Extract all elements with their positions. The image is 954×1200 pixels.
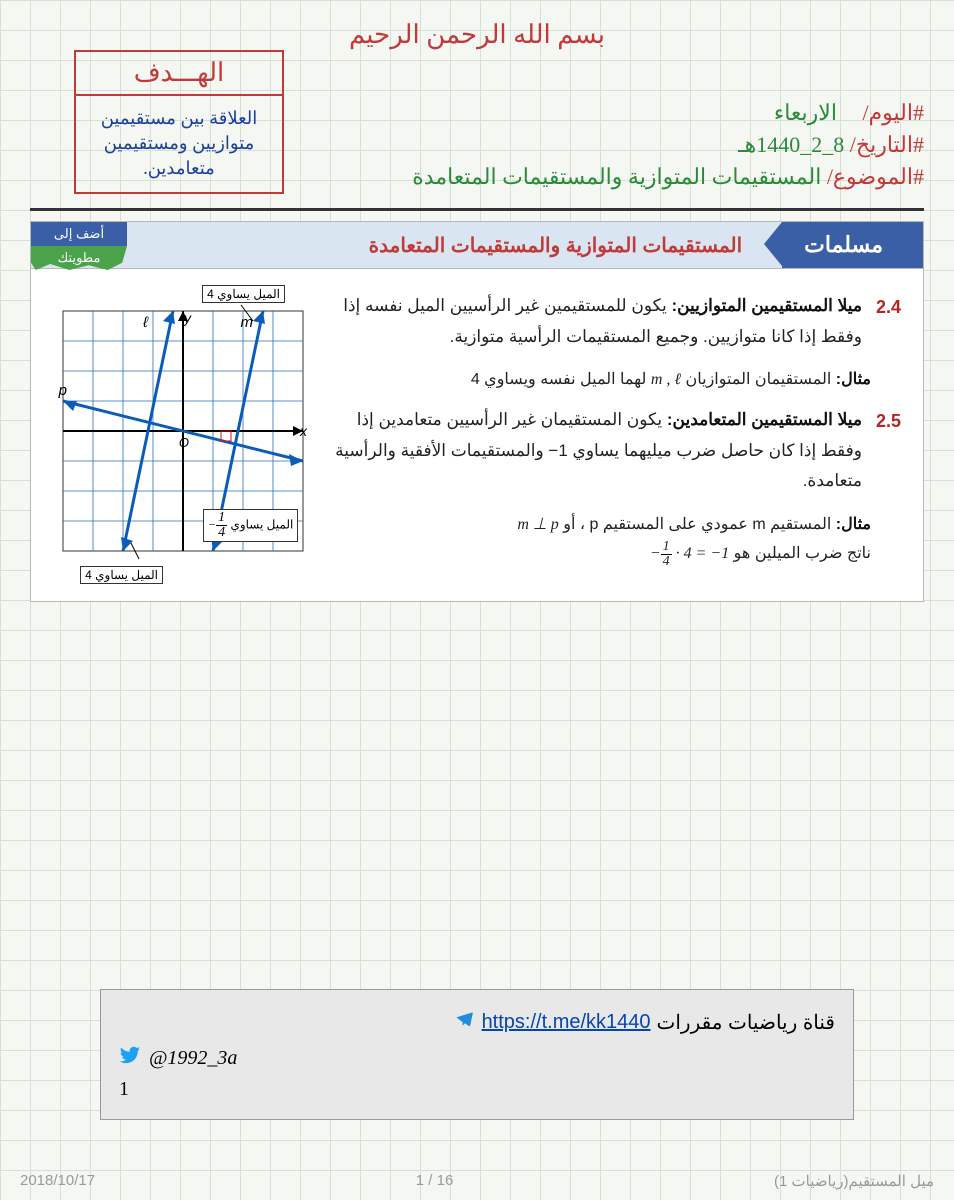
footer-title: ميل المستقيم(رياضيات 1) <box>774 1172 934 1190</box>
graph: الميل يساوي 4 x <box>53 291 313 576</box>
telegram-link[interactable]: https://t.me/kk1440 <box>482 1011 651 1034</box>
example-2-5: مثال: المستقيم m عمودي على المستقيم p ، … <box>333 511 871 569</box>
slide-number: 1 <box>119 1078 835 1101</box>
postulates-text: 2.4 ميلا المستقيمين المتوازيين: يكون للم… <box>333 291 901 579</box>
bismillah: بسم الله الرحمن الرحيم <box>30 20 924 50</box>
postulate-2-4: 2.4 ميلا المستقيمين المتوازيين: يكون للم… <box>333 291 901 352</box>
svg-text:y: y <box>183 310 192 326</box>
example-2-4: مثال: المستقيمان المتوازيان m , ℓ لهما ا… <box>333 366 871 395</box>
graph-label-slope-neg-quarter: الميل يساوي −14 <box>203 509 298 542</box>
page-content: بسم الله الرحمن الرحيم الهـــدف العلاقة … <box>0 0 954 622</box>
channel-link-row: قناة رياضيات مقررات https://t.me/kk1440 <box>119 1008 835 1036</box>
goal-title: الهـــدف <box>76 52 282 96</box>
graph-label-slope4-top: الميل يساوي 4 <box>202 285 285 303</box>
goal-body: العلاقة بين مستقيمين متوازيين ومستقيمين … <box>76 96 282 192</box>
section-title: المستقيمات المتوازية والمستقيمات المتعام… <box>369 233 743 258</box>
postulate-2-5: 2.5 ميلا المستقيمين المتعامدين: يكون الم… <box>333 405 901 497</box>
twitter-row: @1992_3a <box>119 1044 835 1072</box>
add-to-folder-badge: أضف إلى مطويتك <box>31 222 127 270</box>
section-pill: مسلمات <box>782 222 923 268</box>
footer-pager: 1 / 16 <box>416 1172 454 1190</box>
footer: ميل المستقيم(رياضيات 1) 1 / 16 2018/10/1… <box>20 1172 934 1190</box>
svg-text:O: O <box>179 435 189 450</box>
channel-box: قناة رياضيات مقررات https://t.me/kk1440 … <box>100 989 854 1120</box>
svg-text:m: m <box>241 314 254 331</box>
footer-date: 2018/10/17 <box>20 1172 95 1190</box>
divider <box>30 208 924 211</box>
twitter-icon <box>119 1044 141 1072</box>
svg-text:x: x <box>299 423 308 439</box>
textbook-body: 2.4 ميلا المستقيمين المتوازيين: يكون للم… <box>31 269 923 601</box>
textbook-panel: مسلمات المستقيمات المتوازية والمستقيمات … <box>30 221 924 602</box>
telegram-icon <box>454 1008 476 1036</box>
textbook-header: مسلمات المستقيمات المتوازية والمستقيمات … <box>31 222 923 269</box>
goal-box: الهـــدف العلاقة بين مستقيمين متوازيين و… <box>74 50 284 194</box>
svg-text:p: p <box>58 382 67 399</box>
graph-label-slope4-bottom: الميل يساوي 4 <box>80 566 163 584</box>
